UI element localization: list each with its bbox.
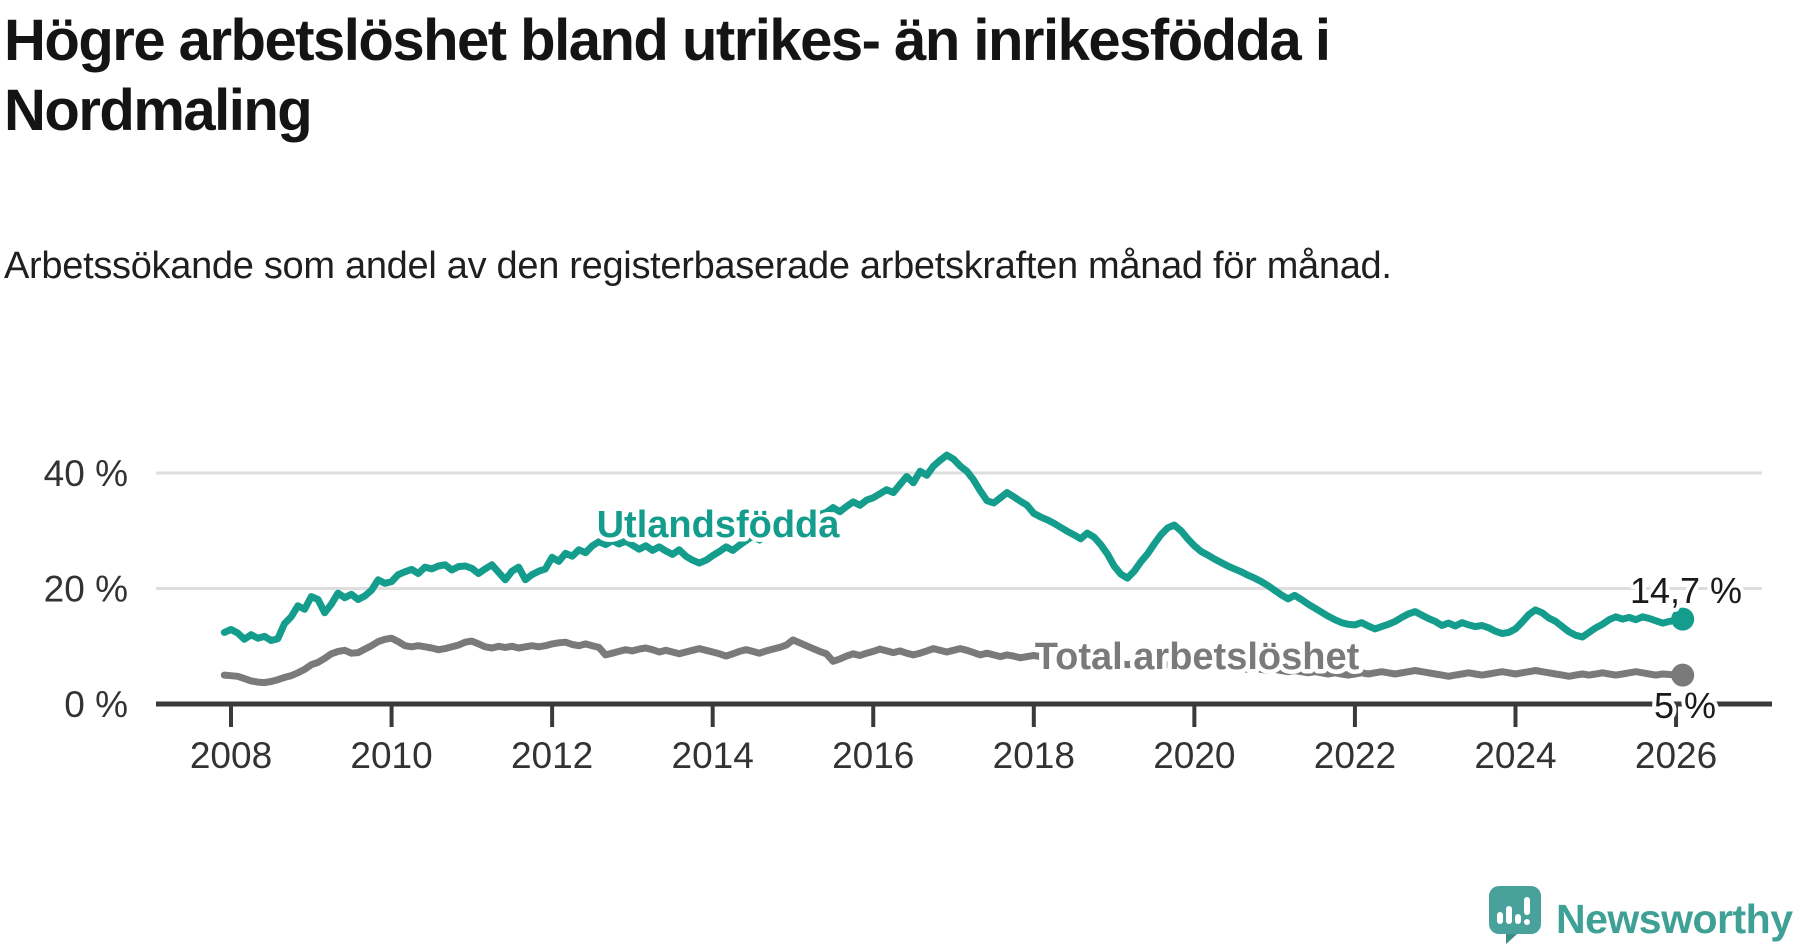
bar-icon-1 <box>1497 912 1503 924</box>
end-value-label-utlandsfodda: 14,7 % <box>1630 570 1742 611</box>
gridlines-group <box>156 471 1762 590</box>
x-tick-label-2010: 2010 <box>350 735 432 776</box>
page-title: Högre arbetslöshet bland utrikes- än inr… <box>4 8 1331 143</box>
chart-subtitle: Arbetssökande som andel av den registerb… <box>4 245 1392 287</box>
series-line-utlandsfodda <box>220 451 1687 644</box>
y-tick-label-20: 20 % <box>44 569 128 610</box>
series-label-total: Total arbetslöshet <box>1035 636 1360 678</box>
x-tick-label-2008: 2008 <box>190 735 272 776</box>
exclamation-bar-icon <box>1524 897 1530 915</box>
bar-icon-3 <box>1515 914 1521 924</box>
x-tick-label-2018: 2018 <box>993 735 1075 776</box>
end-value-label-total: 5 % <box>1654 685 1716 726</box>
end-dots-group <box>1671 607 1695 687</box>
bar-icon-2 <box>1506 906 1512 924</box>
x-tick-label-2026: 2026 <box>1635 735 1717 776</box>
x-tick-label-2020: 2020 <box>1153 735 1235 776</box>
exclamation-dot-icon <box>1524 919 1530 925</box>
x-tick-label-2014: 2014 <box>672 735 754 776</box>
x-tick-label-2022: 2022 <box>1314 735 1396 776</box>
y-tick-label-40: 40 % <box>44 453 128 494</box>
series-end-dot-total <box>1671 663 1695 687</box>
newsworthy-logo: Newsworthy <box>1489 886 1793 946</box>
x-tick-label-2012: 2012 <box>511 735 593 776</box>
x-tick-label-2024: 2024 <box>1474 735 1556 776</box>
newsworthy-logo-mark <box>1489 886 1541 944</box>
brand-name: Newsworthy <box>1556 896 1793 942</box>
series-end-dot-utlandsfodda <box>1671 607 1695 631</box>
y-tick-label-0: 0 % <box>64 684 128 725</box>
bubble-fold-shade <box>1506 934 1517 944</box>
series-line-total <box>220 634 1687 687</box>
x-tick-label-2016: 2016 <box>832 735 914 776</box>
series-label-utlandsfodda: Utlandsfödda <box>597 504 841 546</box>
series-group <box>220 451 1687 687</box>
axis-group: 2008 2010 2012 2014 2016 2018 2020 2022 2024 2026… <box>44 453 1772 776</box>
